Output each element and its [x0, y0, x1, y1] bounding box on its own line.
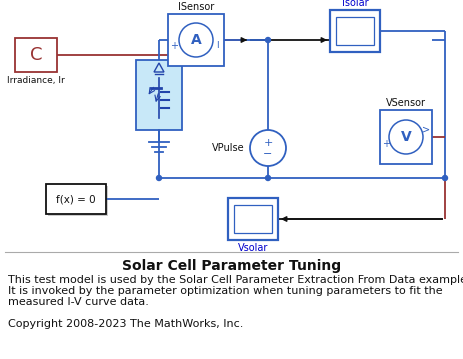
Text: Copyright 2008-2023 The MathWorks, Inc.: Copyright 2008-2023 The MathWorks, Inc.: [8, 319, 244, 329]
Bar: [336, 17, 374, 45]
Text: VPulse: VPulse: [212, 143, 244, 153]
Bar: [228, 198, 278, 240]
Circle shape: [250, 130, 286, 166]
Text: V: V: [400, 130, 411, 144]
Circle shape: [265, 176, 270, 181]
Bar: [136, 60, 182, 130]
Text: +: +: [382, 139, 390, 149]
Text: Vsolar: Vsolar: [238, 243, 268, 253]
Text: Solar Cell Parameter Tuning: Solar Cell Parameter Tuning: [122, 259, 341, 273]
Circle shape: [443, 176, 448, 181]
Text: This test model is used by the Solar Cell Parameter Extraction From Data example: This test model is used by the Solar Cel…: [8, 275, 463, 285]
Text: I: I: [216, 42, 219, 51]
Circle shape: [156, 176, 162, 181]
Circle shape: [179, 23, 213, 57]
Bar: [46, 184, 106, 214]
Text: >: >: [422, 125, 430, 135]
Circle shape: [389, 120, 423, 154]
Text: It is invoked by the parameter optimization when tuning parameters to fit the: It is invoked by the parameter optimizat…: [8, 286, 443, 296]
Text: A: A: [191, 33, 201, 47]
Text: f(x) = 0: f(x) = 0: [56, 194, 96, 204]
Text: Irradiance, Ir: Irradiance, Ir: [7, 76, 65, 85]
Text: +: +: [170, 41, 178, 51]
Text: C: C: [30, 46, 42, 64]
Bar: [380, 110, 432, 164]
Text: ISensor: ISensor: [178, 2, 214, 12]
Text: Isolar: Isolar: [342, 0, 368, 8]
Text: measured I-V curve data.: measured I-V curve data.: [8, 297, 149, 307]
Text: +: +: [263, 138, 273, 148]
Text: −: −: [263, 149, 273, 159]
Text: VSensor: VSensor: [386, 98, 426, 108]
Bar: [48, 186, 108, 216]
Bar: [234, 205, 272, 233]
Bar: [15, 38, 57, 72]
Bar: [168, 14, 224, 66]
Circle shape: [265, 37, 270, 42]
Bar: [330, 10, 380, 52]
